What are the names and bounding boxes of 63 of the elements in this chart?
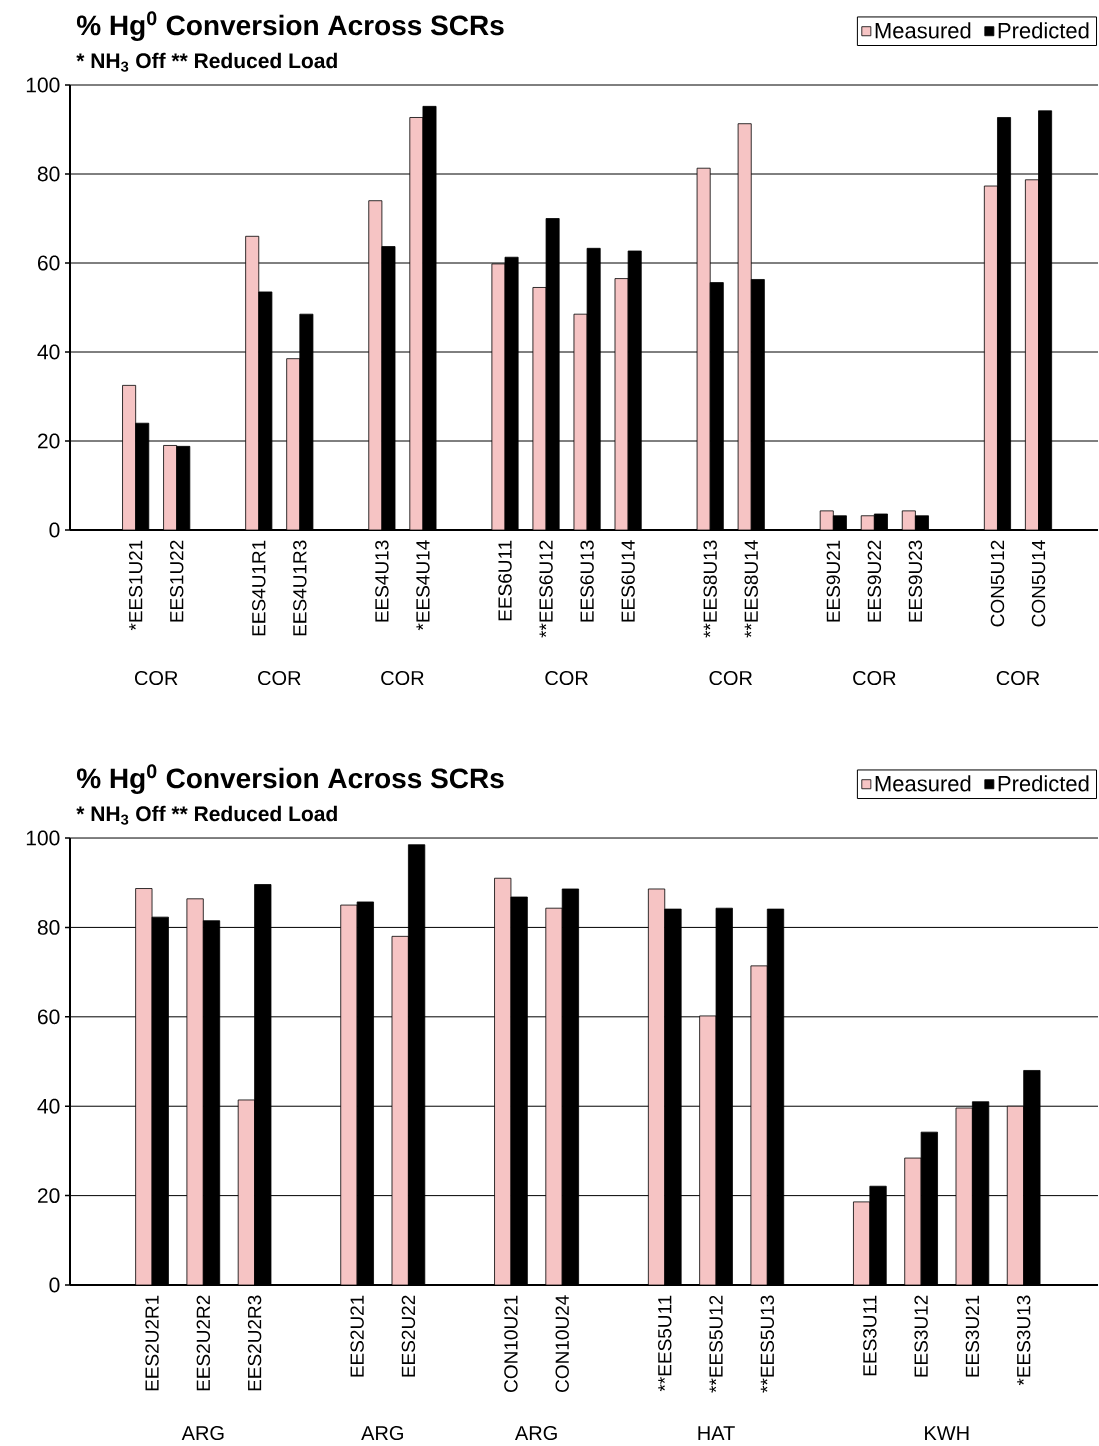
x-tick-label: EES1U22 [169, 540, 184, 622]
y-tick-label: 80 [37, 166, 60, 182]
legend-label: Predicted [998, 775, 1089, 792]
text: COR [996, 670, 1040, 686]
y-tick-label: 0 [49, 522, 60, 538]
y-tick-label: 0 [49, 1277, 60, 1293]
x-tick-label: EES4U1R1 [252, 540, 266, 636]
chart-subtitle: * NH$_{3}$ Off ** Reduced Load [76, 805, 337, 825]
chart-title: % Hg$^{0}$ Conversion Across SCRs [76, 11, 504, 41]
x-tick-label: CON5U12 [990, 540, 1005, 627]
y-tick-label: 80 [37, 919, 60, 935]
x-tick-label: EES4U1R3 [293, 540, 307, 636]
text: ARG [181, 1425, 224, 1441]
x-tick-label: *EES3U13 [1016, 1295, 1031, 1386]
x-tick-label: CON5U14 [1031, 540, 1046, 627]
x-tick-label: EES2U22 [401, 1295, 416, 1377]
x-tick-label: EES2U2R2 [196, 1295, 211, 1391]
x-tick-label: *EES1U21 [128, 540, 143, 631]
x-tick-label: EES6U11 [498, 540, 512, 621]
x-tick-label: **EES5U12 [709, 1295, 723, 1393]
text: ARG [361, 1425, 403, 1441]
x-tick-label: EES2U21 [350, 1295, 364, 1377]
x-tick-label: **EES8U14 [744, 540, 758, 638]
x-tick-label: EES4U13 [375, 540, 389, 622]
text: HAT [698, 1426, 735, 1440]
text: ARG [514, 1425, 557, 1441]
x-tick-label: **EES5U11 [658, 1295, 672, 1392]
y-tick-label: 60 [38, 1009, 60, 1025]
y-tick-label: 20 [38, 433, 60, 449]
text: COR [134, 670, 178, 686]
x-tick-label: EES3U12 [914, 1295, 928, 1377]
x-tick-label: EES3U11 [863, 1295, 877, 1376]
x-tick-label: EES3U21 [965, 1295, 980, 1377]
x-tick-label: EES6U13 [580, 540, 594, 622]
y-tick-label: 20 [38, 1188, 60, 1204]
legend-label: Measured [875, 22, 971, 39]
chart-subtitle: * NH$_{3}$ Off ** Reduced Load [76, 52, 337, 72]
text: COR [853, 670, 896, 686]
x-tick-label: CON10U21 [504, 1295, 518, 1392]
text: KWH [925, 1426, 969, 1440]
y-tick-label: 40 [37, 1098, 60, 1114]
legend-label: Measured [875, 775, 971, 792]
text: COR [709, 670, 753, 686]
text: COR [258, 670, 301, 686]
x-tick-label: EES2U2R1 [145, 1295, 159, 1391]
x-tick-label: EES2U2R3 [247, 1295, 262, 1391]
text: COR [381, 670, 424, 686]
x-tick-label: **EES6U12 [539, 540, 553, 638]
x-tick-label: EES6U14 [621, 540, 635, 622]
x-tick-label: **EES5U13 [760, 1295, 775, 1393]
x-tick-label: EES9U22 [867, 540, 882, 622]
x-tick-label: CON10U24 [555, 1295, 569, 1392]
text: COR [545, 670, 588, 686]
x-tick-label: **EES8U13 [703, 540, 717, 638]
x-tick-label: EES9U23 [908, 540, 923, 622]
x-tick-label: *EES4U14 [416, 540, 430, 631]
legend-label: Predicted [998, 22, 1089, 39]
y-tick-label: 40 [37, 344, 60, 360]
y-tick-label: 100 [26, 830, 60, 846]
y-tick-label: 100 [26, 77, 60, 93]
x-tick-label: EES9U21 [826, 540, 841, 622]
y-tick-label: 60 [38, 255, 60, 271]
chart-title: % Hg$^{0}$ Conversion Across SCRs [76, 764, 504, 794]
